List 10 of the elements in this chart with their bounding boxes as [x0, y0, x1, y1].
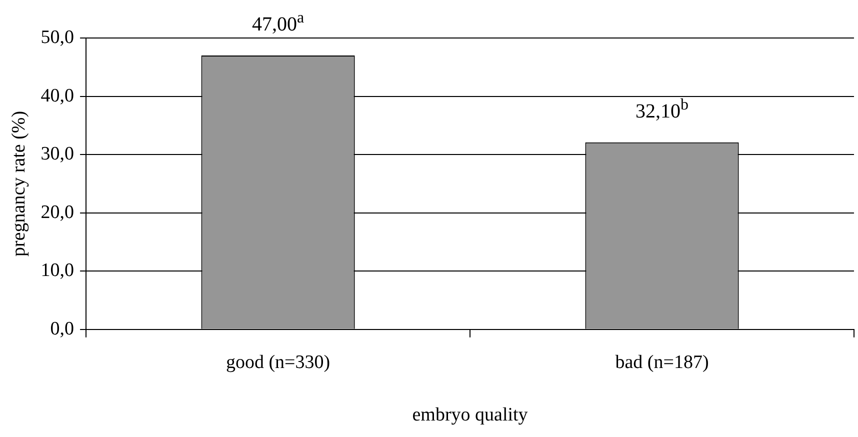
y-tick-label: 20,0: [40, 202, 74, 223]
y-tick-label: 30,0: [40, 144, 74, 165]
y-tick-label: 0,0: [50, 318, 74, 340]
x-axis-title: embryo quality: [412, 404, 528, 426]
y-tick-label: 10,0: [40, 260, 74, 282]
x-tick-label: bad (n=187): [615, 352, 709, 373]
y-axis-title: pregnancy rate (%): [8, 110, 30, 256]
x-tick-label: good (n=330): [226, 352, 330, 373]
y-tick-label: 50,0: [40, 26, 74, 48]
y-tick-label: 40,0: [40, 85, 74, 106]
